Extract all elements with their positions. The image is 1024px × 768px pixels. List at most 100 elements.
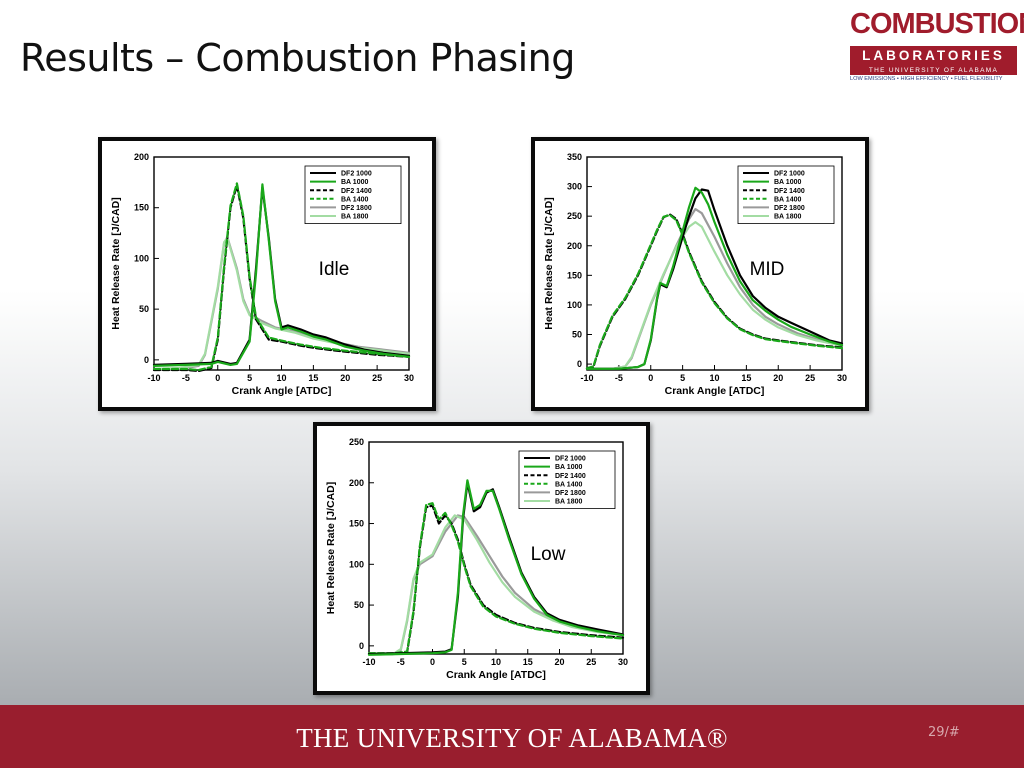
chart-mid-series-ba-1000 — [585, 186, 844, 370]
chart-idle-legend-box — [304, 165, 402, 224]
chart-low-x-tick-label: 30 — [618, 657, 628, 667]
chart-low-x-axis-label: Crank Angle [ATDC] — [446, 669, 546, 681]
logo-line-1: COMBUSTION — [850, 8, 1024, 40]
chart-idle-x-tick-label: -10 — [147, 373, 160, 383]
chart-panel-mid: -10 -5 0 5 10 15 20 25 30 0 50 100 150 200 250 300 350 Cr… — [531, 137, 869, 411]
chart-idle-y-tick-label: 200 — [134, 152, 149, 162]
chart-idle-annotation: Idle — [319, 259, 350, 280]
chart-idle-legend-label: DF2 1400 — [341, 188, 372, 195]
chart-idle-x-tick-label: 5 — [247, 373, 252, 383]
chart-idle-x-tick-label: 10 — [276, 373, 286, 383]
chart-idle-y-tick-label: 50 — [139, 304, 149, 314]
chart-mid-legend-box — [737, 165, 835, 224]
chart-idle-x-tick-label: -5 — [182, 373, 190, 383]
chart-mid-x-tick-label: 0 — [648, 373, 653, 383]
chart-panel-idle: -10 -5 0 5 10 15 20 25 30 0 50 100 150 200 Crank Angle… — [98, 137, 436, 411]
chart-mid-x-tick-label: 20 — [773, 373, 783, 383]
chart-mid-x-axis-label: Crank Angle [ATDC] — [665, 385, 765, 397]
chart-idle-x-axis-label: Crank Angle [ATDC] — [232, 385, 332, 397]
chart-low-legend-label: BA 1000 — [555, 464, 582, 471]
chart-mid-x-tick-label: -10 — [580, 373, 593, 383]
chart-low-series-ba-1000 — [367, 479, 625, 656]
chart-low-series-ba-1400 — [367, 502, 625, 655]
chart-mid-y-tick-label: 300 — [567, 182, 582, 192]
chart-mid-x-tick-label: 5 — [680, 373, 685, 383]
chart-idle-y-tick-label: 150 — [134, 203, 149, 213]
chart-idle-legend-label: DF2 1800 — [341, 205, 372, 212]
chart-low-series-df2-1400 — [367, 504, 625, 656]
chart-mid-y-tick-label: 0 — [577, 359, 582, 369]
chart-low-legend-label: DF2 1800 — [555, 490, 586, 497]
chart-low-x-tick-label: 15 — [523, 657, 533, 667]
chart-mid-legend-label: DF2 1000 — [774, 171, 805, 178]
chart-low-x-tick-label: 10 — [491, 657, 501, 667]
chart-mid-y-tick-label: 250 — [567, 211, 582, 221]
chart-svg: -10 -5 0 5 10 15 20 25 30050100150200250300350Cr… — [543, 152, 847, 397]
chart-low-series-df2-1800 — [367, 514, 625, 656]
chart-mid-x-tick-label: -5 — [615, 373, 623, 383]
logo-tagline: LOW EMISSIONS • HIGH EFFICIENCY • FUEL F… — [850, 76, 1003, 82]
chart-mid-series-ba-1800 — [585, 221, 844, 370]
chart-mid-y-tick-label: 200 — [567, 241, 582, 251]
chart-idle-x-tick-label: 15 — [308, 373, 318, 383]
chart-mid-legend-label: BA 1000 — [774, 179, 801, 186]
chart-mid-y-axis-label: Heat Release Rate [J/CAD] — [543, 197, 555, 329]
chart-mid-x-tick-label: 15 — [741, 373, 751, 383]
chart-mid-annotation: MID — [750, 259, 785, 280]
chart-idle-series-ba-1400 — [152, 182, 411, 372]
chart-low-x-tick-label: 5 — [462, 657, 467, 667]
chart-mid-x-tick-label: 25 — [805, 373, 815, 383]
chart-idle-legend-label: DF2 1000 — [341, 171, 372, 178]
chart-low-series-ba-1800 — [367, 514, 625, 655]
chart-low-y-tick-label: 0 — [359, 641, 364, 651]
chart-mid-legend-label: DF2 1800 — [774, 205, 805, 212]
chart-low-legend-label: DF2 1000 — [555, 456, 586, 463]
slide-title: Results – Combustion Phasing — [20, 36, 575, 80]
chart-mid-legend-label: DF2 1400 — [774, 188, 805, 195]
chart-idle-y-tick-label: 0 — [144, 355, 149, 365]
chart-mid-y-tick-label: 150 — [567, 270, 582, 280]
chart-mid-x-tick-label: 10 — [709, 373, 719, 383]
chart-low-x-tick-label: 20 — [554, 657, 564, 667]
chart-low-x-tick-label: -5 — [397, 657, 405, 667]
chart-mid-y-tick-label: 350 — [567, 152, 582, 162]
chart-idle-x-tick-label: 30 — [404, 373, 414, 383]
chart-low-y-tick-label: 250 — [349, 437, 364, 447]
chart-idle-series-ba-1000 — [152, 183, 411, 367]
footer-bar: THE UNIVERSITY OF ALABAMA® 29/# — [0, 705, 1024, 768]
chart-low-annotation: Low — [531, 544, 566, 565]
chart-panel-low: -10 -5 0 5 10 15 20 25 30 0 50 100 150 200 250 Crank An… — [313, 422, 650, 695]
logo-line-3: THE UNIVERSITY OF ALABAMA — [850, 66, 1017, 75]
chart-low-y-tick-label: 200 — [349, 478, 364, 488]
chart-mid-legend-label: BA 1800 — [774, 214, 801, 221]
chart-low-y-tick-label: 100 — [349, 559, 364, 569]
chart-low-y-axis-label: Heat Release Rate [J/CAD] — [325, 482, 337, 614]
combustion-laboratories-logo: COMBUSTION LABORATORIES THE UNIVERSITY O… — [850, 6, 1024, 84]
chart-low-legend-label: BA 1800 — [555, 499, 582, 506]
chart-low-legend-label: DF2 1400 — [555, 473, 586, 480]
chart-idle-legend-label: BA 1000 — [341, 179, 368, 186]
chart-idle-y-tick-label: 100 — [134, 253, 149, 263]
chart-idle-x-tick-label: 0 — [215, 373, 220, 383]
chart-idle-legend-label: BA 1400 — [341, 196, 368, 203]
chart-low-x-tick-label: -10 — [362, 657, 375, 667]
chart-svg: -10 -5 0 5 10 15 20 25 30 0 50 100 150 200 Crank Angle… — [110, 152, 414, 397]
chart-low-legend-label: BA 1400 — [555, 481, 582, 488]
footer-university-name: THE UNIVERSITY OF ALABAMA® — [296, 723, 728, 753]
chart-mid-legend-label: BA 1400 — [774, 196, 801, 203]
chart-low-x-tick-label: 25 — [586, 657, 596, 667]
chart-low-y-tick-label: 150 — [349, 519, 364, 529]
logo-line-2: LABORATORIES — [850, 46, 1017, 66]
chart-low-x-tick-label: 0 — [430, 657, 435, 667]
chart-svg: -10 -5 0 5 10 15 20 25 30 0 50 100 150 200 250 Crank An… — [325, 437, 628, 681]
chart-mid-x-tick-label: 30 — [837, 373, 847, 383]
chart-idle-y-axis-label: Heat Release Rate [J/CAD] — [110, 197, 122, 329]
chart-idle-legend-label: BA 1800 — [341, 214, 368, 221]
chart-idle-series-ba-1800 — [152, 237, 411, 371]
chart-idle-x-tick-label: 20 — [340, 373, 350, 383]
chart-low-y-tick-label: 50 — [354, 600, 364, 610]
chart-low-legend-box — [518, 450, 616, 509]
chart-mid-y-tick-label: 50 — [572, 330, 582, 340]
page-number: 29/# — [928, 725, 960, 740]
chart-idle-x-tick-label: 25 — [372, 373, 382, 383]
